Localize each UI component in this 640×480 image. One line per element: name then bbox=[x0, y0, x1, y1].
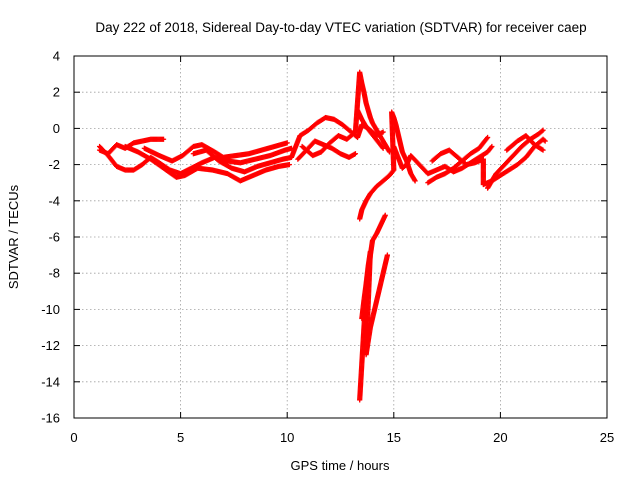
data-point bbox=[412, 178, 418, 184]
y-tick-label: -2 bbox=[48, 157, 60, 172]
data-point bbox=[160, 136, 167, 142]
x-tick-label: 20 bbox=[493, 430, 507, 445]
x-tick-label: 15 bbox=[387, 430, 401, 445]
data-point bbox=[539, 146, 545, 153]
data-point bbox=[540, 147, 546, 153]
y-tick-label: 2 bbox=[53, 85, 60, 100]
data-point bbox=[380, 145, 386, 151]
data-point bbox=[542, 138, 548, 144]
x-tick-label: 5 bbox=[177, 430, 184, 445]
data-point bbox=[286, 162, 292, 168]
data-point bbox=[489, 143, 495, 150]
y-tick-label: -16 bbox=[41, 411, 60, 426]
data-point bbox=[352, 151, 359, 157]
x-tick-label: 25 bbox=[600, 430, 614, 445]
x-tick-label: 0 bbox=[70, 430, 77, 445]
y-tick-label: -14 bbox=[41, 374, 60, 389]
data-point bbox=[485, 134, 491, 141]
x-tick-label: 10 bbox=[280, 430, 294, 445]
y-tick-label: -8 bbox=[48, 266, 60, 281]
data-point bbox=[539, 128, 545, 134]
data-point bbox=[384, 252, 391, 258]
y-tick-label: 0 bbox=[53, 121, 60, 136]
data-point bbox=[541, 137, 547, 143]
y-tick-label: -4 bbox=[48, 193, 60, 208]
data-point bbox=[540, 127, 546, 133]
data-point bbox=[284, 140, 290, 146]
data-point bbox=[382, 212, 388, 218]
y-tick-label: -10 bbox=[41, 302, 60, 317]
y-tick-label: -6 bbox=[48, 230, 60, 245]
data-series-sdtvar bbox=[96, 69, 548, 403]
y-axis-label: SDTVAR / TECUs bbox=[6, 184, 21, 289]
axis-ticks: 0 5 10 15 20 25 -16 -14 -12 -10 -8 -6 -4 -2 0 2 4 bbox=[41, 49, 614, 446]
y-tick-label: -12 bbox=[41, 338, 60, 353]
y-tick-label: 4 bbox=[53, 49, 60, 64]
data-point bbox=[380, 129, 386, 135]
chart-title: Day 222 of 2018, Sidereal Day-to-day VTE… bbox=[95, 20, 586, 35]
x-axis-label: GPS time / hours bbox=[291, 458, 390, 473]
gridlines bbox=[74, 56, 607, 418]
